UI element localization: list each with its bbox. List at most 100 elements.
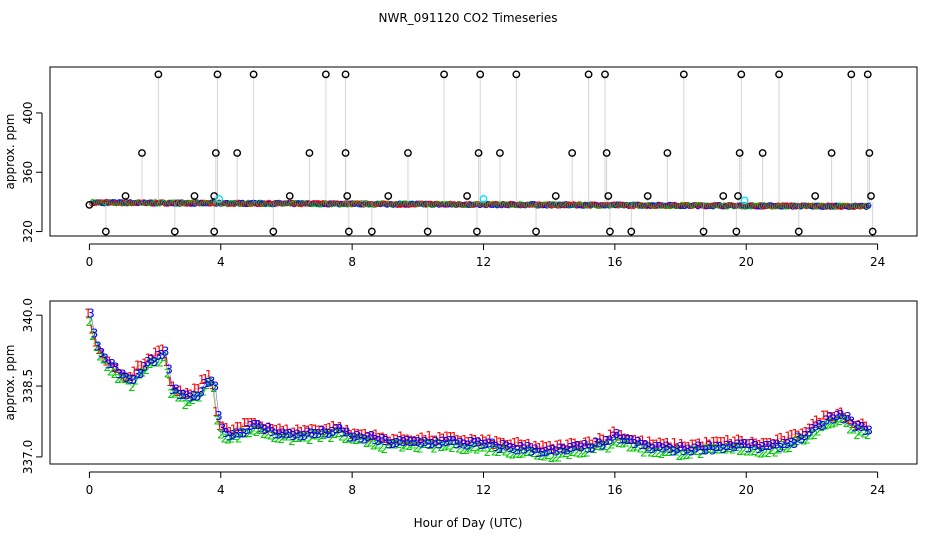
series-point-2: 2 (462, 443, 470, 457)
series-point-1: 1 (607, 428, 615, 442)
series-point-1: 1 (471, 433, 479, 447)
spike-point (170, 227, 179, 236)
series-point-1: 1 (681, 439, 689, 453)
series-point-1: 1 (361, 427, 369, 441)
series-point-1: 1 (358, 427, 366, 441)
series-point-2: 2 (832, 416, 840, 430)
series-point-3: 3 (439, 434, 447, 448)
series-point-2: 2 (441, 440, 449, 454)
spike-point (121, 192, 130, 200)
series-point-2: 2 (189, 393, 197, 407)
series-point-3: 3 (190, 389, 198, 403)
series-point-3: 3 (823, 414, 831, 428)
series-point-1: 1 (482, 434, 490, 448)
series-point-3: 3 (339, 425, 347, 439)
series-point-1: 1 (734, 432, 742, 446)
series-point-2: 2 (498, 442, 506, 456)
series-point-3: 3 (396, 434, 404, 448)
series-point-2: 2 (110, 367, 118, 381)
x-tick-label: 16 (607, 255, 622, 269)
series-point-2: 2 (384, 437, 392, 451)
figure-title: NWR_091120 CO2 Timeseries (379, 11, 558, 25)
series-point-2: 2 (125, 374, 133, 388)
series-point-3: 3 (307, 426, 315, 440)
series-point-2: 2 (732, 440, 740, 454)
series-point-1: 1 (244, 416, 252, 430)
series-point-2: 2 (679, 449, 687, 463)
series-point-1: 1 (347, 428, 355, 442)
series-point-2: 2 (594, 439, 602, 453)
series-point-2: 2 (288, 434, 296, 448)
series-point-1: 1 (162, 355, 170, 369)
series-point-3: 3 (453, 438, 461, 452)
series-point-1: 1 (770, 437, 778, 451)
series-point-2: 2 (452, 437, 460, 451)
series-point-1: 1 (258, 419, 266, 433)
x-tick-label: 12 (476, 483, 491, 497)
spike-point (551, 192, 560, 200)
series-point-1: 1 (621, 431, 629, 445)
series-point-2: 2 (299, 431, 307, 445)
series-point-3: 3 (485, 437, 493, 451)
series-point-2: 2 (398, 440, 406, 454)
series-point-2: 2 (807, 428, 815, 442)
series-point-3: 3 (816, 418, 824, 432)
series-point-3: 3 (315, 427, 323, 441)
series-point-3: 3 (343, 426, 351, 440)
series-point-3: 3 (208, 375, 216, 389)
series-point-3: 3 (528, 445, 536, 459)
series-point-3: 3 (137, 367, 145, 381)
series-point-2: 2 (530, 446, 538, 460)
series-point-2: 2 (427, 438, 435, 452)
spike-point (532, 227, 540, 236)
series-point-1: 1 (848, 417, 856, 431)
series-point-3: 3 (531, 443, 539, 457)
series-point-1: 1 (830, 410, 838, 424)
series-point-1: 1 (141, 356, 149, 370)
series-point-2: 2 (377, 441, 385, 455)
series-point-3: 3 (702, 444, 710, 458)
series-point-3: 3 (258, 422, 266, 436)
series-point-2: 2 (672, 445, 680, 459)
series-point-3: 3 (773, 438, 781, 452)
series-point-2: 2 (295, 431, 303, 445)
series-point-1: 1 (130, 364, 138, 378)
series-point-2: 2 (523, 445, 531, 459)
series-point-2: 2 (206, 376, 214, 390)
spike-point (512, 70, 521, 79)
series-point-2: 2 (629, 440, 637, 454)
series-point-2: 2 (491, 445, 499, 459)
series-point-1: 1 (624, 432, 632, 446)
series-point-1: 1 (212, 405, 220, 419)
spike-point (101, 227, 110, 236)
series-point-2: 2 (537, 449, 545, 463)
series-point-1: 1 (493, 434, 501, 448)
series-point-1: 1 (738, 434, 746, 448)
series-point-2: 2 (391, 437, 399, 451)
series-point-2: 2 (420, 437, 428, 451)
series-point-2: 2 (757, 447, 765, 461)
series-point-1: 1 (784, 430, 792, 444)
series-point-3: 3 (556, 442, 564, 456)
series-point-1: 1 (105, 355, 113, 369)
series-point-2: 2 (772, 445, 780, 459)
series-point-3: 3 (211, 379, 219, 393)
series-point-3: 3 (176, 388, 184, 402)
series-point-2: 2 (413, 441, 421, 455)
series-point-2: 2 (256, 423, 264, 437)
series-point-1: 1 (457, 434, 465, 448)
series-point-3: 3 (226, 430, 234, 444)
series-point-1: 1 (173, 385, 181, 399)
series-point-1: 1 (336, 420, 344, 434)
series-point-1: 1 (532, 439, 540, 453)
series-point-3: 3 (222, 426, 230, 440)
series-point-3: 3 (865, 424, 873, 438)
series-point-2: 2 (437, 440, 445, 454)
series-point-3: 3 (428, 437, 436, 451)
series-line-1 (87, 313, 867, 450)
series-point-3: 3 (151, 355, 159, 369)
series-point-3: 3 (98, 346, 106, 360)
spike-point (249, 70, 258, 79)
series-point-3: 3 (283, 427, 291, 441)
series-point-1: 1 (546, 439, 554, 453)
